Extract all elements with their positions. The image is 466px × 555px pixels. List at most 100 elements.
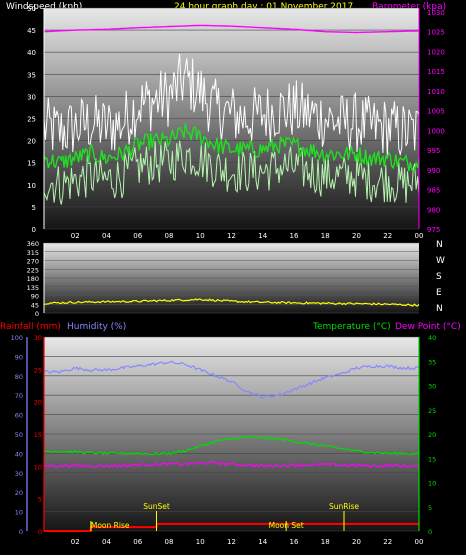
x-tick-lower: 16: [290, 538, 299, 546]
y-tick-temperature: 30: [428, 383, 436, 391]
y-tick-barometer: 990: [427, 167, 440, 175]
x-tick-windspeed: 22: [383, 232, 392, 240]
y-tick-rainfall: 15: [34, 431, 42, 439]
compass-w: W: [436, 256, 445, 266]
x-tick-lower: 18: [321, 538, 330, 546]
y-tick-barometer: 995: [427, 147, 440, 155]
y-tick-humidity: 10: [15, 509, 23, 517]
y-tick-temperature: 20: [428, 431, 436, 439]
windspeed-axis-title: Windspeed (kph): [6, 2, 83, 12]
x-tick-windspeed: 08: [165, 232, 174, 240]
x-tick-lower: 20: [352, 538, 361, 546]
sunset-label: SunSet: [143, 502, 170, 511]
x-tick-lower: 00: [415, 538, 424, 546]
y-tick-humidity: 90: [15, 353, 23, 361]
y-tick-temperature: 25: [428, 407, 436, 415]
y-tick-humidity: 30: [15, 470, 23, 478]
y-tick-barometer: 980: [427, 206, 440, 214]
y-tick-barometer: 1015: [427, 68, 445, 76]
y-tick-temperature: 15: [428, 455, 436, 463]
y-tick-windspeed: 30: [27, 93, 36, 101]
y-tick-barometer: 975: [427, 226, 440, 234]
y-tick-rainfall: 10: [34, 463, 42, 471]
dewpoint-axis-title: Dew Point (°C): [395, 322, 461, 332]
y-tick-windspeed: 40: [27, 49, 36, 57]
x-tick-lower: 10: [196, 538, 205, 546]
y-tick-humidity: 70: [15, 392, 23, 400]
y-tick-direction: 0: [35, 310, 39, 318]
y-tick-rainfall: 30: [34, 334, 42, 342]
humidity-axis-title: Humidity (%): [67, 322, 127, 332]
wind-avg-line: [43, 123, 420, 173]
y-tick-windspeed: 15: [27, 160, 36, 168]
moonrise-label: Moon Rise: [91, 521, 130, 530]
y-tick-barometer: 1000: [427, 127, 445, 135]
y-tick-windspeed: 5: [32, 204, 36, 212]
temperature-line: [43, 435, 420, 456]
x-tick-windspeed: 18: [321, 232, 330, 240]
x-tick-lower: 22: [383, 538, 392, 546]
y-tick-temperature: 40: [428, 334, 436, 342]
y-tick-barometer: 1020: [427, 48, 445, 56]
y-tick-windspeed: 45: [27, 27, 36, 35]
y-tick-rainfall: 20: [34, 399, 42, 407]
gust-line: [43, 53, 420, 157]
x-tick-windspeed: 20: [352, 232, 361, 240]
x-tick-lower: 14: [258, 538, 267, 546]
y-tick-windspeed: 20: [27, 138, 36, 146]
y-tick-rainfall: 5: [38, 496, 42, 504]
lull-line: [43, 140, 420, 205]
y-tick-humidity: 20: [15, 489, 23, 497]
y-tick-humidity: 40: [15, 450, 23, 458]
y-tick-windspeed: 0: [32, 226, 36, 234]
x-tick-lower: 04: [102, 538, 111, 546]
y-tick-direction: 45: [31, 301, 39, 309]
x-tick-windspeed: 10: [196, 232, 205, 240]
x-tick-lower: 06: [133, 538, 142, 546]
chart-title: 24 hour graph day : 01 November 2017: [174, 2, 354, 12]
compass-s: S: [436, 272, 442, 282]
x-tick-windspeed: 02: [71, 232, 80, 240]
x-tick-lower: 02: [71, 538, 80, 546]
y-tick-humidity: 50: [15, 431, 23, 439]
compass-e: E: [436, 288, 442, 298]
moonset-label: Moon Set: [269, 521, 304, 530]
y-tick-windspeed: 25: [27, 116, 36, 124]
compass-n-bottom: N: [436, 304, 443, 314]
y-tick-direction: 315: [27, 249, 39, 257]
rainfall-axis-title: Rainfall (mm): [0, 322, 61, 332]
wind-direction-line: [44, 298, 420, 307]
y-tick-direction: 135: [27, 284, 39, 292]
y-tick-barometer: 1030: [427, 9, 445, 17]
x-tick-windspeed: 16: [290, 232, 299, 240]
y-tick-direction: 360: [27, 240, 39, 248]
y-tick-direction: 180: [27, 275, 39, 283]
y-tick-windspeed: 10: [27, 182, 36, 190]
temperature-axis-title: Temperature (°C): [313, 322, 391, 332]
y-tick-rainfall: 0: [38, 528, 42, 536]
dewpoint-line: [43, 461, 420, 469]
humidity-line: [43, 360, 420, 399]
y-tick-direction: 90: [31, 293, 39, 301]
y-tick-temperature: 35: [428, 358, 436, 366]
y-tick-rainfall: 25: [34, 366, 42, 374]
y-tick-windspeed: 35: [27, 71, 36, 79]
y-tick-humidity: 0: [19, 528, 23, 536]
y-tick-humidity: 80: [15, 373, 23, 381]
y-tick-humidity: 100: [11, 334, 23, 342]
y-tick-direction: 225: [27, 266, 39, 274]
x-tick-windspeed: 12: [227, 232, 236, 240]
barometer-axis-title: Barometer (kpa): [372, 2, 447, 12]
x-tick-windspeed: 14: [258, 232, 267, 240]
y-tick-direction: 270: [27, 258, 39, 266]
y-tick-temperature: 0: [428, 528, 432, 536]
x-tick-lower: 12: [227, 538, 236, 546]
x-tick-windspeed: 04: [102, 232, 111, 240]
barometer-line: [43, 24, 420, 34]
y-tick-barometer: 1010: [427, 88, 445, 96]
y-tick-temperature: 5: [428, 504, 432, 512]
x-tick-windspeed: 06: [133, 232, 142, 240]
x-tick-lower: 08: [165, 538, 174, 546]
compass-n-top: N: [436, 240, 443, 250]
